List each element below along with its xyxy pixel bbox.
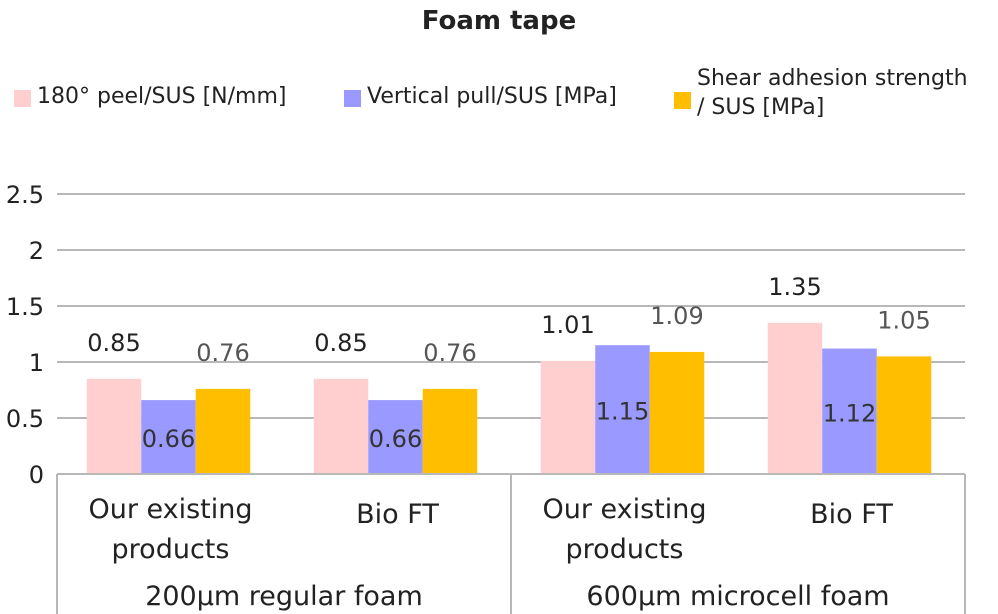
data-label: 0.76: [423, 339, 476, 367]
bar-1-2: [595, 345, 650, 474]
legend-item-vertical-pull: Vertical pull/SUS [MPa]: [344, 82, 617, 111]
data-label: 1.15: [596, 398, 649, 426]
bar-1-1: [368, 400, 423, 474]
legend-label-shear-line2: / SUS [MPa]: [697, 95, 825, 120]
group-label: 600µm microcell foam: [586, 581, 889, 612]
data-label: 1.09: [650, 302, 703, 330]
bar-2-1: [422, 388, 478, 474]
category-label: products: [112, 534, 230, 565]
legend-item-shear: Shear adhesion strength / SUS [MPa]: [674, 64, 968, 122]
y-tick-label: 0.5: [6, 405, 44, 433]
data-label: 1.35: [768, 273, 821, 301]
legend-item-peel: 180° peel/SUS [N/mm]: [14, 82, 286, 111]
bar-0-2: [540, 360, 596, 474]
y-tick-label: 2: [29, 237, 44, 265]
category-label: products: [566, 534, 684, 565]
chart-title: Foam tape: [421, 6, 577, 36]
category-label: Bio FT: [356, 499, 439, 530]
group-label: 200µm regular foam: [145, 581, 423, 612]
y-tick-label: 1: [29, 349, 44, 377]
bar-0-3: [767, 322, 823, 474]
data-label: 0.66: [369, 425, 422, 453]
data-label: 0.85: [87, 329, 140, 357]
bar-2-2: [649, 351, 705, 474]
bar-0-0: [86, 378, 142, 474]
category-label: Our existing: [542, 494, 706, 525]
data-label: 0.66: [142, 425, 195, 453]
category-label: Our existing: [88, 494, 252, 525]
legend-label-shear-line1: Shear adhesion strength: [697, 66, 968, 91]
y-tick-label: 2.5: [6, 181, 44, 209]
data-label: 1.05: [877, 306, 930, 334]
legend-swatch-shear: [674, 92, 691, 109]
bar-2-3: [876, 356, 932, 474]
legend-label-vertical-pull: Vertical pull/SUS [MPa]: [367, 84, 617, 109]
y-tick-label: 0: [29, 461, 44, 489]
legend-label-peel: 180° peel/SUS [N/mm]: [37, 84, 287, 109]
legend-label-shear: Shear adhesion strength / SUS [MPa]: [697, 64, 968, 122]
data-label: 1.01: [541, 311, 594, 339]
bar-1-0: [141, 400, 196, 474]
bar-2-0: [195, 388, 251, 474]
legend-swatch-vertical-pull: [344, 90, 361, 107]
bar-0-1: [313, 378, 369, 474]
bar-1-3: [822, 348, 877, 474]
legend-swatch-peel: [14, 90, 31, 107]
data-label: 0.76: [196, 339, 249, 367]
data-label: 0.85: [314, 329, 367, 357]
category-label: Bio FT: [810, 499, 893, 530]
y-tick-label: 1.5: [6, 293, 44, 321]
data-label: 1.12: [823, 399, 876, 427]
